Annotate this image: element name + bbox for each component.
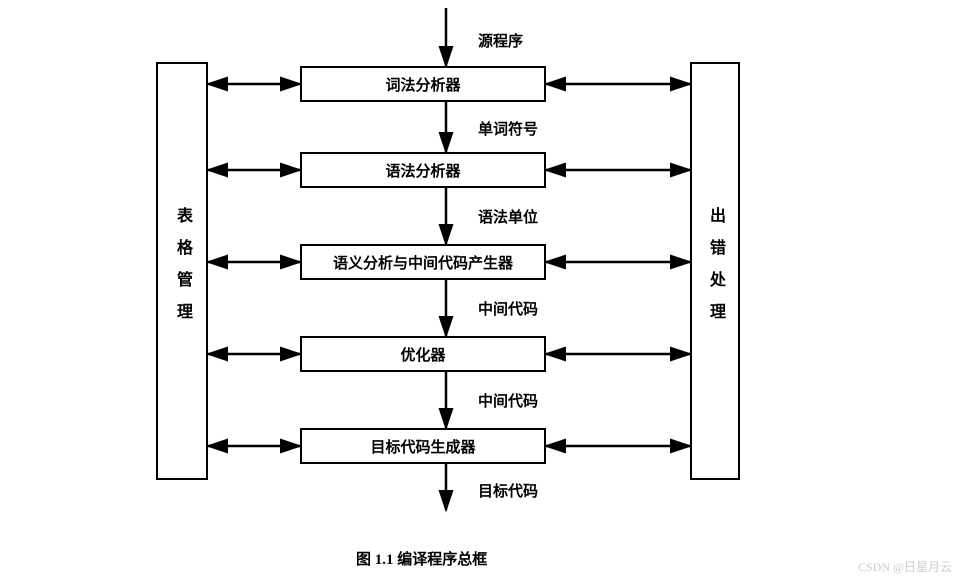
watermark-text: CSDN @日星月云 <box>858 558 952 575</box>
stage-parser: 语法分析器 <box>300 152 546 188</box>
stage-codegen: 目标代码生成器 <box>300 428 546 464</box>
stage-semantic: 语义分析与中间代码产生器 <box>300 244 546 280</box>
stage-optimizer: 优化器 <box>300 336 546 372</box>
stage-lexer: 词法分析器 <box>300 66 546 102</box>
error-handling-box: 出错处理 <box>690 62 740 480</box>
edge-label-0: 源程序 <box>478 30 523 51</box>
edge-label-5: 目标代码 <box>478 480 538 501</box>
edge-label-4: 中间代码 <box>478 390 538 411</box>
figure-caption: 图 1.1 编译程序总框 <box>356 548 487 569</box>
edge-label-1: 单词符号 <box>478 118 538 139</box>
table-management-box: 表格管理 <box>156 62 208 480</box>
edge-label-2: 语法单位 <box>478 206 538 227</box>
edge-label-3: 中间代码 <box>478 298 538 319</box>
